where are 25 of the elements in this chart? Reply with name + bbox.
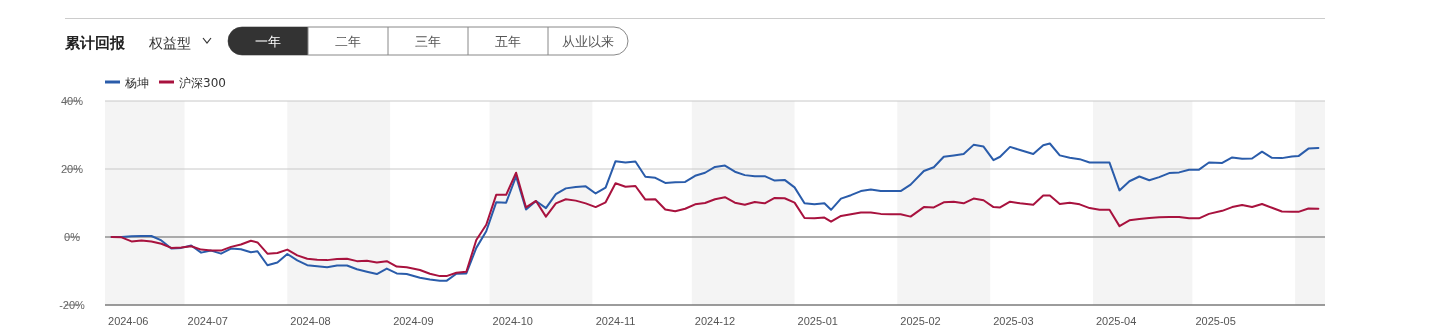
x-tick-label: 2024-06 <box>108 315 149 327</box>
x-tick-label: 2025-04 <box>1095 315 1137 327</box>
text: 一年 <box>255 34 281 49</box>
x-tick-label: 2025-05 <box>1195 315 1236 327</box>
x-tick-label: 2024-07 <box>187 315 228 327</box>
text: 权益型 <box>148 35 191 51</box>
legend-label: 杨坤 <box>124 76 149 90</box>
text: 从业以来 <box>562 34 614 49</box>
x-tick-label: 2025-03 <box>993 315 1034 327</box>
text: 五年 <box>495 34 521 49</box>
x-tick-label: 2025-02 <box>900 315 941 327</box>
x-tick-label: 2025-01 <box>797 315 838 327</box>
y-tick-label: 40% <box>60 95 84 107</box>
x-tick-label: 2024-09 <box>393 315 434 327</box>
y-tick-label: 0% <box>64 231 81 243</box>
x-tick-label: 2024-11 <box>595 315 636 327</box>
y-tick-label: -20% <box>59 299 86 311</box>
legend-label: 沪深300 <box>179 76 226 90</box>
y-tick-label: 20% <box>60 163 84 175</box>
x-tick-label: 2024-08 <box>290 315 331 327</box>
text: 三年 <box>415 34 441 49</box>
x-tick-label: 2024-12 <box>694 315 736 327</box>
text: 二年 <box>335 34 361 49</box>
x-tick-label: 2024-10 <box>492 315 533 327</box>
chart-title: 累计回报 <box>64 34 126 52</box>
